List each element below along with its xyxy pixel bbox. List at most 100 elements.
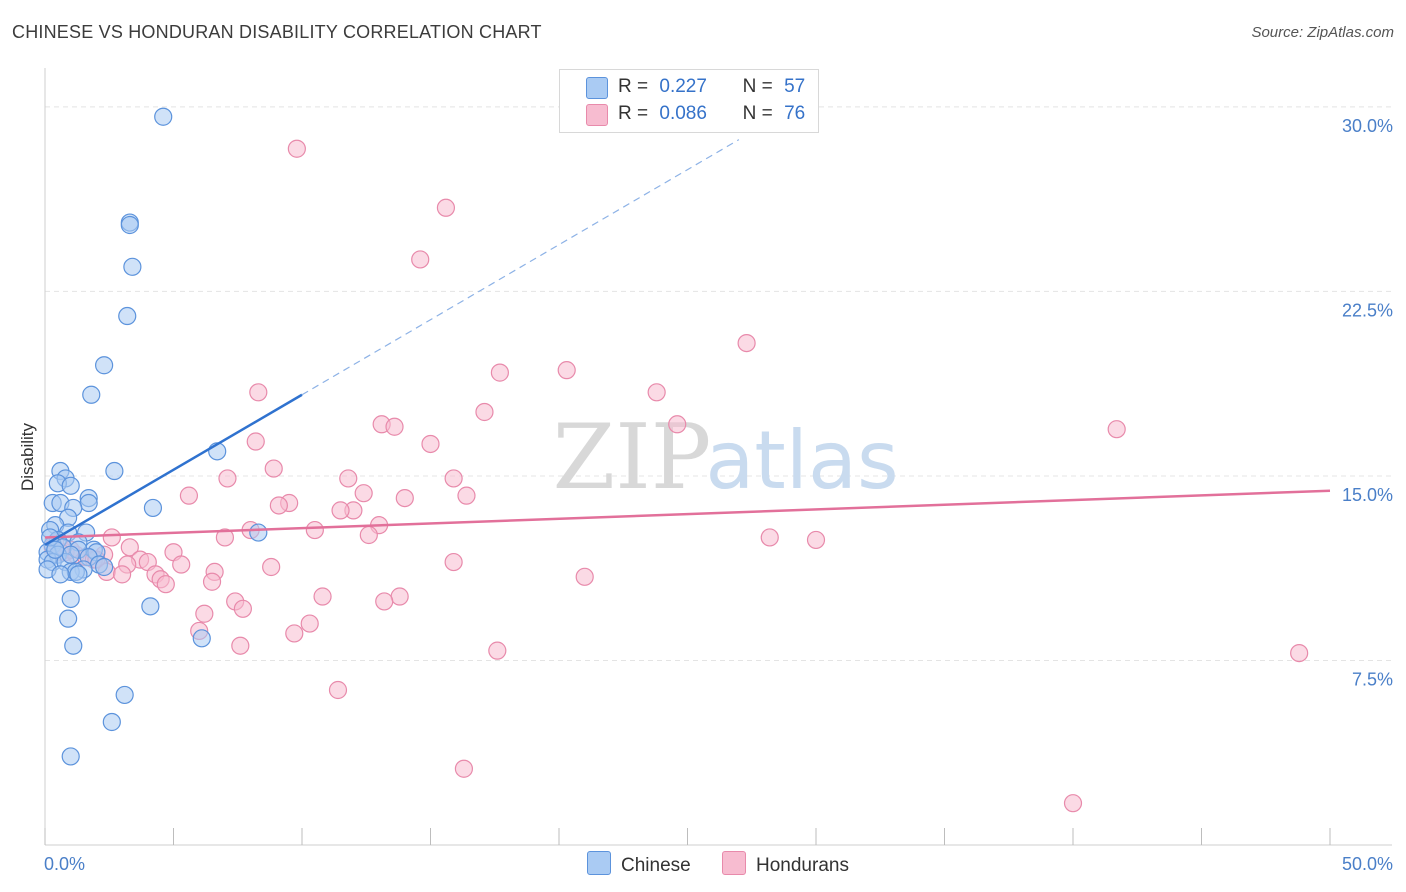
chinese-point xyxy=(69,565,88,584)
hondurans-point xyxy=(1107,420,1126,439)
hondurans-point xyxy=(202,572,222,591)
hondurans-point xyxy=(231,636,250,655)
grid-lines xyxy=(45,106,1392,661)
watermark-atlas: atlas xyxy=(705,414,898,507)
hondurans-point xyxy=(395,488,414,508)
chinese-point xyxy=(115,685,134,705)
chinese-point xyxy=(192,629,211,648)
chinese-point xyxy=(143,498,163,518)
watermark-zip: ZIP xyxy=(553,405,712,510)
chinese-point xyxy=(123,257,142,276)
legend-item-hondurans: Hondurans xyxy=(722,851,849,877)
hondurans-point xyxy=(331,501,350,520)
hondurans-point xyxy=(475,402,494,422)
hondurans-point xyxy=(195,604,214,623)
hondurans-point xyxy=(436,198,456,217)
chinese-point xyxy=(46,540,65,559)
x-tick-label-min: 0.0% xyxy=(44,854,85,874)
hondurans-point xyxy=(454,759,474,778)
hondurans-point xyxy=(375,592,394,611)
r-value-hondurans: 0.086 xyxy=(659,103,707,124)
hondurans-point xyxy=(112,565,132,584)
r-value-chinese: 0.227 xyxy=(659,76,707,97)
n-value-hondurans: 76 xyxy=(784,103,806,124)
hondurans-point xyxy=(457,486,476,505)
hondurans-point xyxy=(647,383,666,402)
hondurans-legend-swatch xyxy=(722,851,746,875)
hondurans-point xyxy=(488,641,507,660)
hondurans-swatch xyxy=(586,104,608,126)
chinese-trend-line xyxy=(44,393,303,546)
chinese-point xyxy=(95,557,114,577)
chinese-point xyxy=(120,215,139,235)
axes xyxy=(44,68,1392,846)
chart-title: CHINESE VS HONDURAN DISABILITY CORRELATI… xyxy=(12,22,542,42)
hondurans-point xyxy=(269,496,288,515)
hondurans-point xyxy=(156,575,175,594)
hondurans-point xyxy=(575,567,594,586)
chinese-trend-extension xyxy=(301,139,740,396)
chinese-point xyxy=(141,597,160,616)
legend-item-chinese: Chinese xyxy=(587,851,691,877)
hondurans-point xyxy=(737,333,756,353)
n-value-chinese: 57 xyxy=(784,76,806,97)
hondurans-point xyxy=(179,486,199,505)
hondurans-point xyxy=(385,417,404,436)
hondurans-point xyxy=(806,530,826,550)
source-label: Source: ZipAtlas.com xyxy=(1251,24,1394,41)
hondurans-point xyxy=(411,250,430,269)
y-tick-label: 15.0% xyxy=(1342,485,1393,505)
hondurans-point xyxy=(305,520,324,540)
trend-lines xyxy=(44,139,1331,546)
hondurans-point xyxy=(444,469,463,488)
chinese-legend-swatch xyxy=(587,851,611,875)
hondurans-point xyxy=(668,415,687,434)
hondurans-point xyxy=(300,614,319,633)
r-label: R = xyxy=(618,103,649,124)
chinese-point xyxy=(154,107,173,126)
hondurans-point xyxy=(1290,643,1309,663)
chinese-point xyxy=(61,545,80,564)
hondurans-point xyxy=(218,469,237,488)
y-tick-label: 7.5% xyxy=(1352,669,1393,689)
chinese-point xyxy=(61,476,80,495)
chinese-point xyxy=(61,747,80,766)
hondurans-point xyxy=(313,587,332,606)
watermark: ZIP atlas xyxy=(553,405,899,510)
chinese-point xyxy=(105,461,124,481)
chinese-point xyxy=(249,523,268,542)
x-tick-label-max: 50.0% xyxy=(1342,854,1393,874)
tick-labels: 7.5% 15.0% 22.5% 30.0% 0.0% 50.0% xyxy=(44,116,1393,874)
hondurans-point xyxy=(233,599,252,618)
chinese-legend-label: Chinese xyxy=(621,855,691,876)
hondurans-point xyxy=(264,459,283,478)
hondurans-point xyxy=(262,557,281,577)
y-axis-label: Disability xyxy=(18,422,37,491)
hondurans-point xyxy=(354,484,373,503)
n-label: N = xyxy=(742,76,773,97)
hondurans-point xyxy=(444,552,463,572)
hondurans-point xyxy=(421,434,440,454)
hondurans-point xyxy=(1063,794,1083,813)
hondurans-point xyxy=(285,624,304,643)
hondurans-point xyxy=(490,363,509,382)
chinese-point xyxy=(59,609,78,628)
hondurans-point xyxy=(328,680,348,700)
chinese-point xyxy=(102,712,121,732)
hondurans-legend-label: Hondurans xyxy=(756,855,849,876)
hondurans-point xyxy=(339,469,358,488)
hondurans-point xyxy=(557,361,576,380)
hondurans-point xyxy=(172,555,191,574)
hondurans-point xyxy=(359,525,378,545)
hondurans-point xyxy=(249,383,268,402)
chinese-points xyxy=(38,107,268,766)
hondurans-trend-line xyxy=(44,489,1331,539)
chinese-point xyxy=(61,589,80,609)
chinese-point xyxy=(64,636,83,655)
hondurans-point xyxy=(215,528,234,547)
stats-legend: R = 0.227 N = 57 R = 0.086 N = 76 xyxy=(559,69,819,133)
chinese-point xyxy=(82,385,101,404)
chinese-point xyxy=(118,306,137,326)
hondurans-point xyxy=(287,139,306,158)
